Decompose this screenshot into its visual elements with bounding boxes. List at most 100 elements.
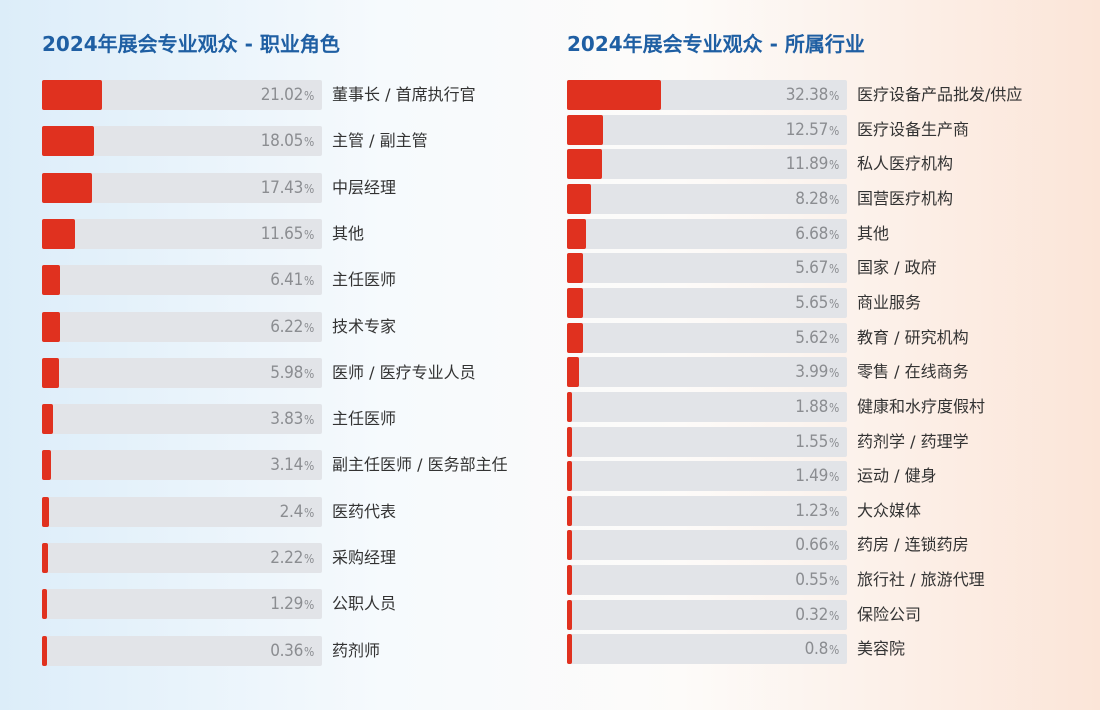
bar-row: 3.14% 副主任医师 / 医务部主任	[42, 450, 562, 481]
bar-value-label: 6.41%	[42, 265, 314, 295]
value-number: 1.49	[795, 466, 829, 487]
bar	[42, 450, 51, 481]
value-unit: %	[829, 123, 839, 138]
bar	[567, 80, 661, 110]
category-label: 技术专家	[332, 316, 397, 336]
category-label: 医疗设备产品批发/供应	[857, 85, 1023, 104]
bar-track	[567, 530, 847, 561]
bar-track	[567, 253, 847, 284]
bar-value-label: 18.05%	[42, 126, 315, 156]
value-number: 21.02	[260, 85, 304, 105]
value-unit: %	[829, 435, 839, 450]
category-label: 副主任医师 / 医务部主任	[332, 455, 508, 475]
bar	[567, 461, 572, 492]
category-label: 健康和水疗度假村	[857, 396, 986, 416]
bar-row: 2.22% 采购经理	[42, 543, 562, 573]
bar	[567, 530, 572, 561]
value-number: 0.55	[795, 570, 829, 591]
category-label: 零售 / 在线商务	[857, 362, 969, 382]
bar-track	[567, 218, 847, 249]
value-number: 1.29	[270, 594, 304, 615]
bar-value-label: 11.89%	[567, 149, 840, 179]
category-label: 教育 / 研究机构	[857, 327, 969, 347]
value-number: 6.68	[795, 223, 829, 244]
bar-value-label: 17.43%	[42, 173, 315, 203]
value-number: 2.22	[270, 548, 304, 568]
bar-value-label: 0.55%	[567, 565, 839, 595]
bar-track	[567, 183, 847, 214]
category-label: 医疗设备生产商	[857, 119, 970, 139]
value-unit: %	[829, 89, 839, 103]
bar-value-label: 3.99%	[567, 357, 839, 387]
bar-value-label: 5.62%	[567, 323, 839, 353]
value-number: 11.65	[260, 223, 304, 244]
value-number: 17.43	[260, 177, 304, 198]
bar-value-label: 5.98%	[42, 358, 314, 388]
bar-value-label: 0.66%	[567, 530, 839, 560]
value-unit: %	[304, 227, 314, 242]
category-label: 其他	[857, 223, 890, 243]
bar-track	[567, 426, 847, 457]
bar-value-label: 0.8%	[567, 634, 840, 664]
bar	[567, 322, 584, 353]
bar-value-label: 1.55%	[567, 427, 839, 457]
bar	[567, 599, 572, 630]
bar-row: 0.32% 保险公司	[567, 599, 1087, 630]
value-unit: %	[304, 135, 314, 150]
value-unit: %	[829, 296, 839, 311]
category-label: 主任医师	[332, 270, 397, 290]
value-number: 6.41	[270, 270, 304, 291]
bar	[42, 589, 47, 620]
value-unit: %	[304, 181, 314, 196]
value-unit: %	[304, 366, 314, 381]
bar-row: 1.49% 运动 / 健身	[567, 461, 1087, 492]
category-label: 保险公司	[857, 604, 922, 624]
bar-track	[567, 357, 847, 388]
bar-row: 5.62% 教育 / 研究机构	[567, 322, 1087, 353]
bar-track	[42, 589, 322, 620]
category-label: 医药代表	[332, 501, 397, 521]
bar	[567, 149, 602, 180]
bar-row: 12.57% 医疗设备生产商	[567, 114, 1087, 145]
bar	[42, 126, 94, 157]
bar	[42, 172, 92, 203]
value-unit: %	[829, 227, 839, 242]
value-unit: %	[829, 608, 839, 623]
bar-track	[567, 461, 847, 492]
bar-track	[567, 391, 847, 422]
bar-value-label: 5.65%	[567, 288, 839, 318]
value-unit: %	[829, 470, 839, 485]
value-unit: %	[304, 644, 314, 659]
bar	[42, 357, 60, 388]
bar	[42, 80, 102, 110]
bar-row: 2.4% 医药代表	[42, 496, 562, 527]
value-number: 1.55	[795, 431, 829, 452]
value-number: 0.66	[795, 535, 829, 556]
bar-row: 11.65% 其他	[42, 218, 562, 249]
value-number: 6.22	[270, 316, 304, 337]
bar-row: 5.67% 国家 / 政府	[567, 253, 1087, 284]
bar	[42, 543, 49, 573]
bar	[567, 183, 592, 214]
bar-track	[42, 450, 322, 481]
value-number: 3.99	[795, 362, 829, 383]
bar	[567, 391, 573, 422]
bar	[567, 634, 572, 665]
category-label: 药房 / 连锁药房	[857, 535, 969, 555]
category-label: 大众媒体	[857, 500, 922, 520]
category-label: 私人医疗机构	[857, 154, 954, 174]
category-label: 商业服务	[857, 292, 922, 312]
category-label: 国家 / 政府	[857, 258, 937, 278]
bar-value-label: 6.22%	[42, 312, 314, 342]
bar-row: 0.8% 美容院	[567, 634, 1087, 665]
bar	[42, 311, 60, 342]
category-label: 美容院	[857, 639, 906, 659]
bar-value-label: 1.49%	[567, 461, 839, 491]
bar-row: 32.38% 医疗设备产品批发/供应	[567, 80, 1087, 110]
bar-track	[567, 322, 847, 353]
bar-value-label: 3.14%	[42, 450, 314, 480]
bar-row: 6.68% 其他	[567, 218, 1087, 249]
bar-track	[567, 495, 847, 526]
value-number: 5.67	[795, 258, 829, 279]
value-unit: %	[829, 158, 839, 173]
